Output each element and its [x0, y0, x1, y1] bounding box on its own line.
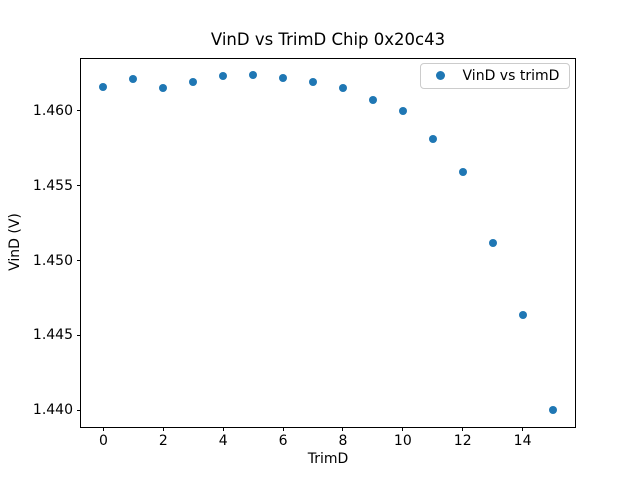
y-tick-label: 1.455	[32, 177, 73, 194]
data-point	[159, 84, 168, 93]
chart-title: VinD vs TrimD Chip 0x20c43	[210, 30, 446, 49]
data-point	[548, 406, 557, 415]
y-tick	[77, 110, 81, 112]
x-tick-label: 2	[158, 433, 168, 450]
data-point	[99, 82, 108, 91]
x-tick	[282, 427, 284, 432]
x-tick-label: 8	[338, 433, 348, 450]
data-point	[518, 310, 527, 319]
x-tick	[342, 427, 344, 432]
legend: VinD vs trimD	[419, 62, 571, 89]
x-tick-label: 0	[98, 433, 108, 450]
x-axis-label: TrimD	[307, 451, 349, 467]
y-tick	[77, 409, 81, 411]
x-tick	[462, 427, 464, 432]
x-tick	[162, 427, 164, 432]
x-tick	[402, 427, 404, 432]
data-point	[338, 84, 347, 93]
y-tick-label: 1.460	[32, 102, 73, 119]
data-point	[488, 238, 497, 247]
x-tick	[102, 427, 104, 432]
plot-area: VinD vs trimD 0 2 4 6 8 10 12 14 1.440 1.445 1.450…	[33, 57, 577, 449]
y-tick	[77, 260, 81, 262]
x-tick-label: 12	[453, 433, 472, 450]
y-axis-label: VinD (V)	[7, 213, 23, 271]
x-tick-label: 10	[393, 433, 412, 450]
x-tick-label: 4	[218, 433, 228, 450]
data-point	[368, 96, 377, 105]
y-tick-label: 1.450	[32, 252, 73, 269]
legend-marker-icon	[435, 71, 445, 81]
y-tick-label: 1.440	[32, 402, 73, 419]
data-point	[309, 78, 318, 87]
data-point	[279, 73, 288, 82]
x-tick	[222, 427, 224, 432]
y-tick	[77, 334, 81, 336]
x-tick	[522, 427, 524, 432]
data-point	[189, 78, 198, 87]
data-point	[219, 72, 228, 81]
data-point	[458, 168, 467, 177]
x-tick-label: 6	[278, 433, 288, 450]
data-point	[129, 75, 138, 84]
y-tick-label: 1.445	[32, 327, 73, 344]
legend-label: VinD vs trimD	[462, 67, 560, 84]
y-tick	[77, 185, 81, 187]
x-tick-label: 14	[513, 433, 532, 450]
data-point	[398, 106, 407, 115]
data-point	[428, 135, 437, 144]
data-point	[249, 70, 258, 79]
